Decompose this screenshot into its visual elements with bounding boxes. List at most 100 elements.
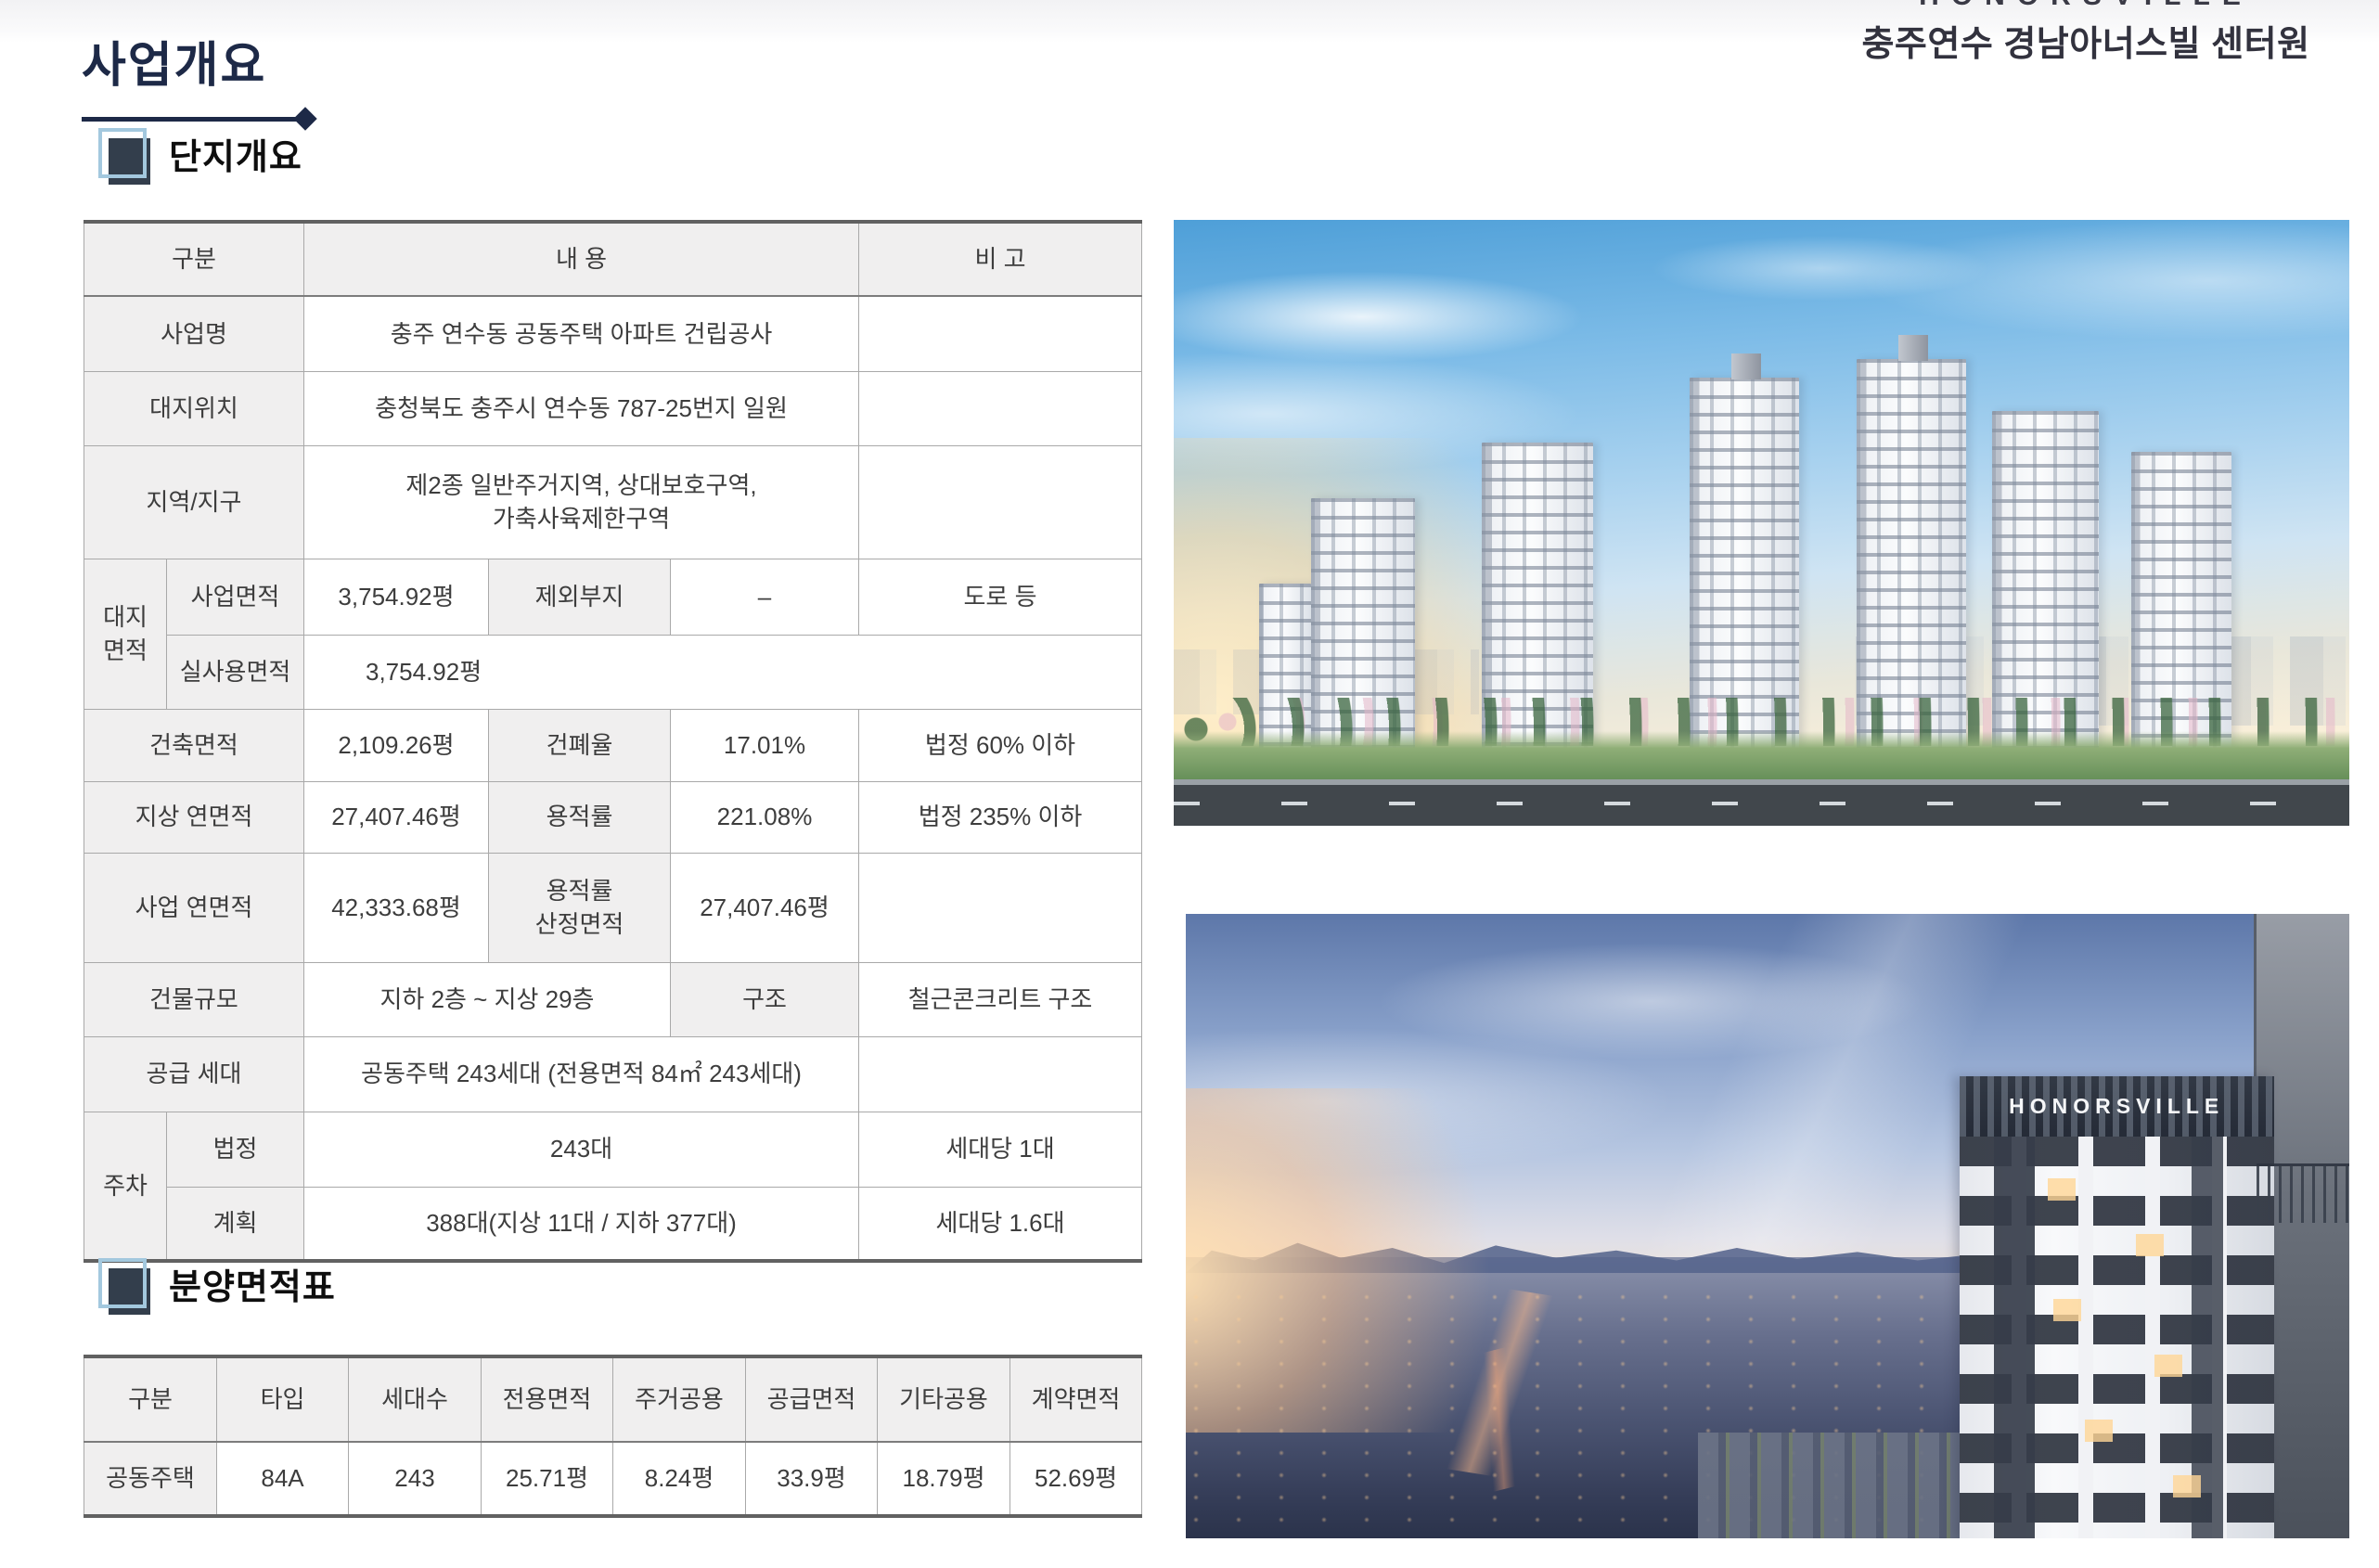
parking-legal-value: 243대: [302, 1111, 860, 1188]
empty-note-cell: [858, 295, 1143, 372]
rooftop-sign: HONORSVILLE: [1959, 1075, 2274, 1137]
land-group-line1: 대지: [103, 602, 148, 631]
page-title: 사업개요: [82, 39, 267, 93]
land-excl-value: –: [669, 558, 860, 636]
sale-header-units: 세대수: [348, 1356, 482, 1443]
row-biz-name: 사업명 충주 연수동 공동주택 아파트 건립공사: [84, 295, 1143, 372]
empty-note-cell: [858, 444, 1143, 559]
section-header-complex-overview: 단지개요: [98, 128, 302, 186]
far-calc-label-line2: 산정면적: [534, 910, 624, 938]
row-supply: 공급 세대 공동주택 243세대 (전용면적 84㎡ 243세대): [84, 1035, 1143, 1112]
zone-value-line1: 제2종 일반주거지역, 상대보호구역,: [405, 470, 757, 499]
empty-note-cell: [858, 370, 1143, 446]
far-calc-value: 27,407.46평: [669, 852, 860, 963]
section-header-sale-area: 분양면적표: [98, 1258, 336, 1316]
coverage-label: 건폐율: [488, 708, 671, 782]
parking-plan-value: 388대(지상 11대 / 지하 377대): [302, 1186, 860, 1262]
header-note: 비 고: [858, 221, 1143, 297]
title-diamond-icon: [293, 107, 317, 131]
sale-row-exclusive: 25.71평: [481, 1441, 613, 1517]
bfa-label: 사업 연면적: [84, 852, 304, 963]
sale-row-residential-common: 8.24평: [612, 1441, 746, 1517]
supply-label: 공급 세대: [84, 1035, 304, 1112]
sale-header-other-common: 기타공용: [877, 1356, 1010, 1443]
road-markings: [1174, 802, 2349, 805]
apartment-cluster: [1697, 1432, 2000, 1538]
row-parking-plan: 계획 388대(지상 11대 / 지하 377대) 세대당 1.6대: [84, 1186, 1143, 1262]
row-location: 대지위치 충청북도 충주시 연수동 787-25번지 일원: [84, 370, 1143, 446]
sale-header-exclusive: 전용면적: [481, 1356, 613, 1443]
sale-row-contract: 52.69평: [1009, 1441, 1142, 1517]
scale-value: 지하 2층 ~ 지상 29층: [303, 961, 671, 1037]
sale-row-type: 84A: [216, 1441, 349, 1517]
building-sign-text: HONORSVILLE: [2009, 1093, 2225, 1118]
parking-group-label: 주차: [84, 1111, 167, 1262]
sale-row-gubun: 공동주택: [84, 1441, 217, 1517]
section-label: 분양면적표: [169, 1268, 336, 1307]
structure-label: 구조: [669, 961, 860, 1037]
land-group-line2: 면적: [103, 636, 148, 664]
scale-label: 건물규모: [84, 961, 304, 1037]
gfa-label: 지상 연면적: [84, 780, 304, 854]
header-gubun: 구분: [84, 221, 304, 297]
land-biz-value: 3,754.92평: [303, 558, 489, 636]
row-parking-legal: 주차 법정 243대 세대당 1대: [84, 1111, 1143, 1262]
road: [1174, 779, 2349, 826]
dark-facade-column: [2192, 1136, 2224, 1538]
build-area-label: 건축면적: [84, 708, 304, 782]
sale-area-table: 구분 타입 세대수 전용면적 주거공용 공급면적 기타공용 계약면적 공동주택 …: [84, 1355, 1142, 1518]
land-excl-label: 제외부지: [488, 558, 671, 636]
sale-row-units: 243: [348, 1441, 482, 1517]
lit-window: [2053, 1298, 2082, 1321]
sale-header-gubun: 구분: [84, 1356, 217, 1443]
far-calc-label-line1: 용적률: [546, 876, 613, 905]
zone-value-line2: 가축사육제한구역: [492, 505, 671, 533]
lit-window: [2135, 1233, 2164, 1256]
honorsville-tower: HONORSVILLE: [1959, 1075, 2274, 1538]
terrace-railing: [2256, 1163, 2349, 1223]
project-name: 충주연수 경남아너스빌 센터원: [1861, 25, 2310, 64]
sale-header-residential-common: 주거공용: [612, 1356, 746, 1443]
parking-legal-label: 법정: [166, 1111, 304, 1188]
far-calc-label: 용적률 산정면적: [488, 852, 671, 963]
sale-header-supply: 공급면적: [745, 1356, 878, 1443]
coverage-note: 법정 60% 이하: [858, 708, 1143, 782]
table-header-row: 구분 타입 세대수 전용면적 주거공용 공급면적 기타공용 계약면적: [84, 1356, 1142, 1443]
lit-window: [2173, 1474, 2202, 1497]
title-underline: [82, 117, 297, 122]
land-group-label: 대지 면적: [84, 558, 167, 710]
parking-legal-note: 세대당 1대: [858, 1111, 1143, 1188]
row-land-real-area: 실사용면적 3,754.92평: [84, 634, 1143, 710]
zone-label: 지역/지구: [84, 444, 304, 559]
zone-label-text: 지역/지구: [146, 487, 242, 516]
biz-name-label: 사업명: [84, 295, 304, 372]
far-label: 용적률: [488, 780, 671, 854]
landscaped-grounds: [1174, 731, 2349, 785]
far-note: 법정 235% 이하: [858, 780, 1143, 854]
section-square-outline-icon: [98, 1258, 147, 1308]
row-ground-floor-area: 지상 연면적 27,407.46평 용적률 221.08% 법정 235% 이하: [84, 780, 1143, 854]
parking-plan-label: 계획: [166, 1186, 304, 1262]
top-gradient-strip: [0, 0, 2379, 43]
location-value: 충청북도 충주시 연수동 787-25번지 일원: [302, 370, 860, 446]
zone-value: 제2종 일반주거지역, 상대보호구역, 가축사육제한구역: [302, 444, 860, 559]
land-excl-note: 도로 등: [858, 558, 1143, 636]
header-content: 내 용: [302, 221, 860, 297]
sale-row-other-common: 18.79평: [877, 1441, 1010, 1517]
coverage-value: 17.01%: [669, 708, 860, 782]
structure-value: 철근콘크리트 구조: [858, 961, 1143, 1037]
land-biz-label: 사업면적: [166, 558, 304, 636]
empty-note-cell: [858, 1035, 1143, 1112]
bfa-value: 42,333.68평: [303, 852, 489, 963]
land-real-label: 실사용면적: [166, 634, 304, 710]
empty-note-cell: [858, 852, 1143, 963]
tower-crown: [1730, 353, 1761, 379]
rendering-complex-day: [1174, 220, 2349, 826]
far-value: 221.08%: [669, 780, 860, 854]
location-label: 대지위치: [84, 370, 304, 446]
build-area-value: 2,109.26평: [303, 708, 489, 782]
supply-value: 공동주택 243세대 (전용면적 84㎡ 243세대): [302, 1035, 860, 1112]
rendering-aerial-dusk: HONORSVILLE: [1186, 914, 2349, 1538]
table-row: 공동주택 84A 243 25.71평 8.24평 33.9평 18.79평 5…: [84, 1441, 1142, 1517]
